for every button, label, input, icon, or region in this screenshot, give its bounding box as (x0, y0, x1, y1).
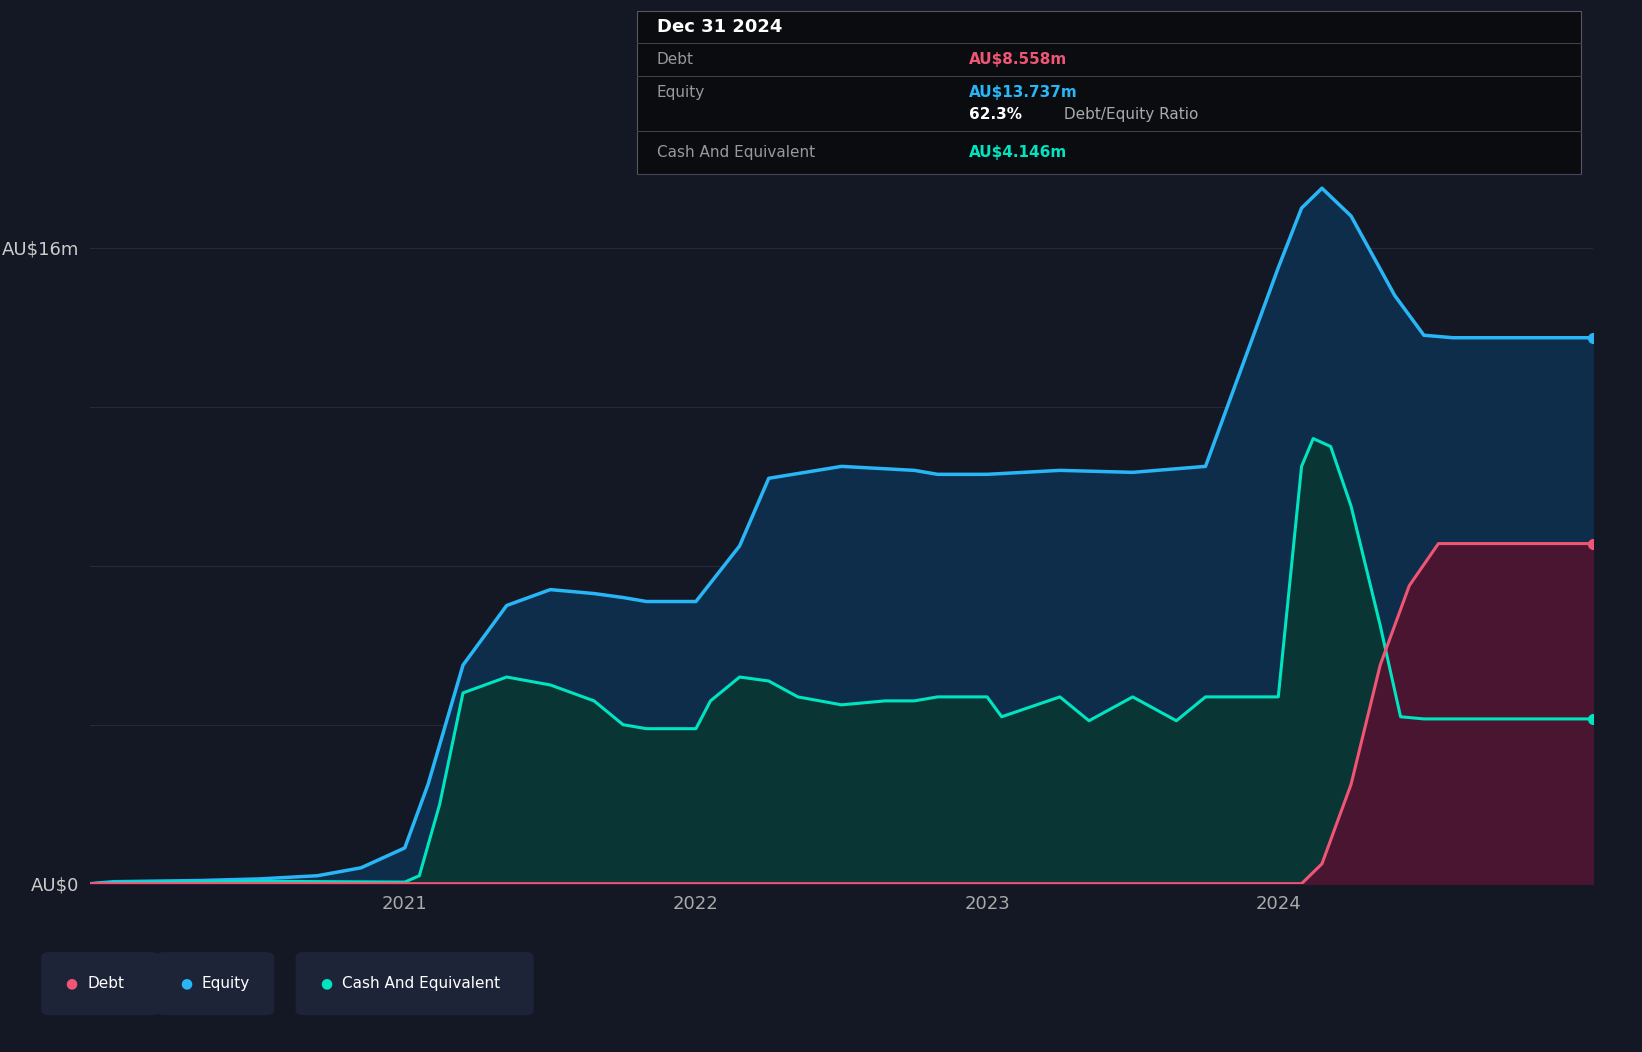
Text: Equity: Equity (657, 84, 704, 100)
Text: Debt/Equity Ratio: Debt/Equity Ratio (1059, 107, 1199, 122)
Text: Equity: Equity (202, 976, 250, 991)
Text: AU$8.558m: AU$8.558m (969, 52, 1067, 67)
Text: Debt: Debt (87, 976, 125, 991)
Text: AU$13.737m: AU$13.737m (969, 84, 1077, 100)
Text: ●: ● (320, 976, 332, 991)
Text: Debt: Debt (657, 52, 695, 67)
Text: Cash And Equivalent: Cash And Equivalent (657, 145, 814, 160)
Text: ●: ● (66, 976, 77, 991)
Text: 62.3%: 62.3% (969, 107, 1021, 122)
Text: Cash And Equivalent: Cash And Equivalent (342, 976, 499, 991)
Text: Dec 31 2024: Dec 31 2024 (657, 18, 782, 36)
Text: AU$4.146m: AU$4.146m (969, 145, 1067, 160)
Text: ●: ● (181, 976, 192, 991)
